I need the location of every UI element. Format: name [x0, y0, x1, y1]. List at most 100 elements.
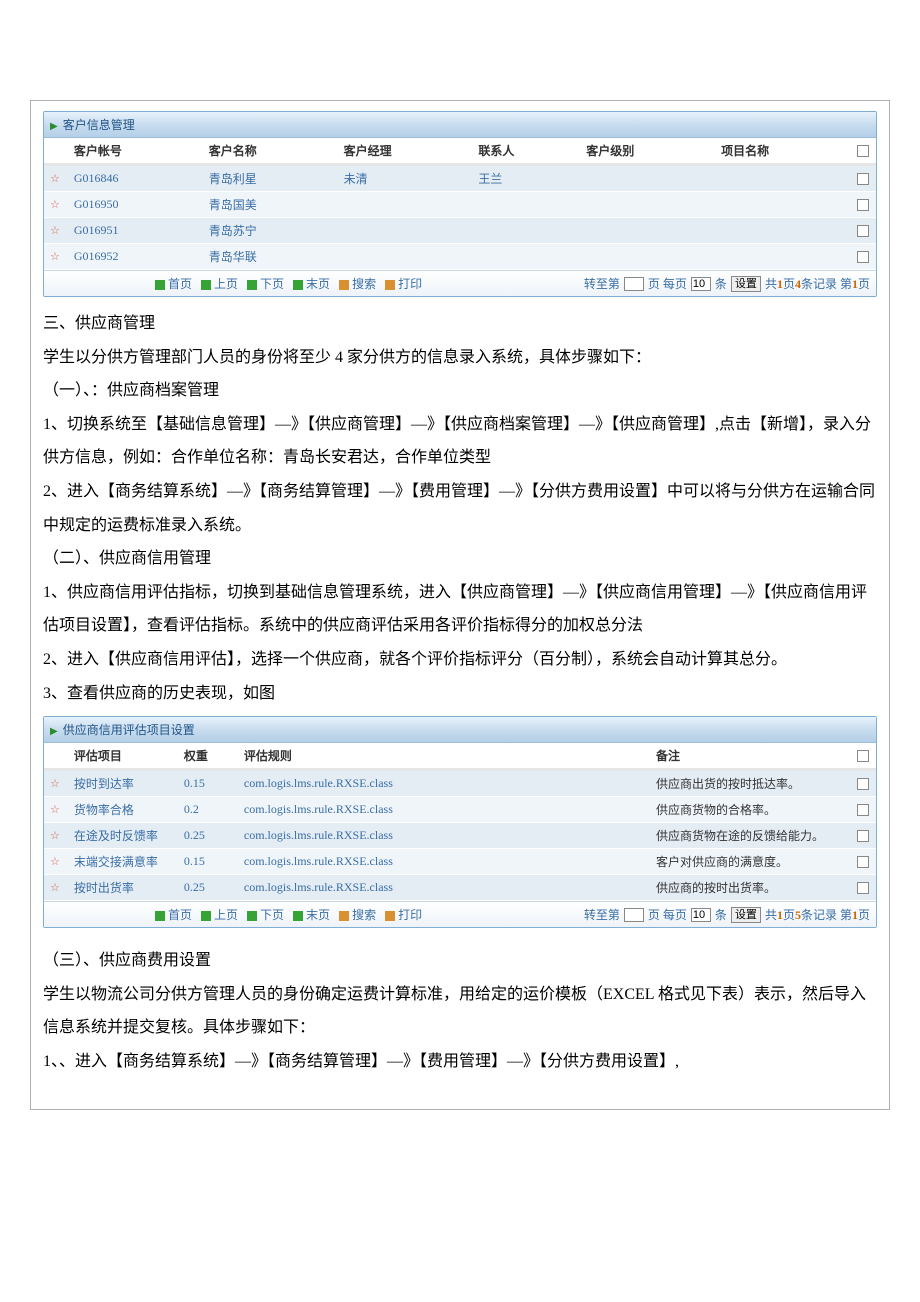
select-all-checkbox[interactable] — [857, 750, 869, 762]
search-icon — [339, 280, 349, 290]
last-icon — [293, 280, 303, 290]
customer-info-panel: ▶ 客户信息管理 客户帐号 客户名称 客户经理 联系人 客户级别 项目名称 ☆G… — [43, 111, 877, 297]
row-checkbox[interactable] — [857, 856, 869, 868]
panel-title: 供应商信用评估项目设置 — [63, 723, 195, 737]
table-row[interactable]: ☆G016951青岛苏宁 — [44, 218, 876, 244]
table-row[interactable]: ☆货物率合格0.2com.logis.lms.rule.RXSE.class供应… — [44, 797, 876, 823]
perpage-input[interactable] — [691, 908, 711, 922]
col-contact[interactable]: 联系人 — [472, 138, 580, 165]
row-checkbox[interactable] — [857, 830, 869, 842]
cell-contact — [472, 244, 580, 270]
cell-contact — [472, 218, 580, 244]
cell-weight: 0.15 — [178, 849, 238, 875]
supplier-panel-header: ▶ 供应商信用评估项目设置 — [44, 717, 876, 743]
print-icon — [385, 911, 395, 921]
col-weight[interactable]: 权重 — [178, 743, 238, 770]
row-checkbox[interactable] — [857, 225, 869, 237]
cell-mgr — [338, 218, 473, 244]
col-mgr[interactable]: 客户经理 — [338, 138, 473, 165]
row-checkbox[interactable] — [857, 778, 869, 790]
select-all-checkbox[interactable] — [857, 145, 869, 157]
settings-button[interactable]: 设置 — [731, 276, 761, 292]
cell-level — [580, 165, 715, 192]
row-checkbox[interactable] — [857, 199, 869, 211]
col-rule[interactable]: 评估规则 — [238, 743, 650, 770]
table-row[interactable]: ☆按时到达率0.15com.logis.lms.rule.RXSE.class供… — [44, 770, 876, 797]
row-checkbox[interactable] — [857, 882, 869, 894]
star-icon: ☆ — [50, 225, 60, 237]
prev-icon — [201, 280, 211, 290]
table-row[interactable]: ☆在途及时反馈率0.25com.logis.lms.rule.RXSE.clas… — [44, 823, 876, 849]
paragraph: 3、查看供应商的历史表现，如图 — [43, 677, 877, 711]
cell-acct: G016950 — [68, 192, 203, 218]
text-section-a: 三、供应商管理学生以分供方管理部门人员的身份将至少 4 家分供方的信息录入系统，… — [43, 307, 877, 710]
print-button[interactable]: 打印 — [398, 908, 422, 922]
row-checkbox[interactable] — [857, 173, 869, 185]
settings-button[interactable]: 设置 — [731, 907, 761, 923]
last-page-button[interactable]: 末页 — [306, 908, 330, 922]
expand-icon: ▶ — [50, 121, 58, 132]
cell-weight: 0.25 — [178, 823, 238, 849]
star-icon: ☆ — [50, 778, 60, 790]
paragraph: （三）、供应商费用设置 — [43, 944, 877, 978]
cell-item: 按时出货率 — [68, 875, 178, 901]
col-item[interactable]: 评估项目 — [68, 743, 178, 770]
col-note[interactable]: 备注 — [650, 743, 850, 770]
search-button[interactable]: 搜索 — [352, 908, 376, 922]
paragraph: 学生以分供方管理部门人员的身份将至少 4 家分供方的信息录入系统，具体步骤如下： — [43, 341, 877, 375]
cell-acct: G016846 — [68, 165, 203, 192]
page-frame: ▶ 客户信息管理 客户帐号 客户名称 客户经理 联系人 客户级别 项目名称 ☆G… — [30, 100, 890, 1110]
cell-weight: 0.25 — [178, 875, 238, 901]
page-label: 页 每页 — [648, 906, 687, 923]
goto-page-input[interactable] — [624, 277, 644, 291]
table-row[interactable]: ☆G016846青岛利星未清王兰 — [44, 165, 876, 192]
items-label: 条 — [715, 906, 727, 923]
star-icon: ☆ — [50, 173, 60, 185]
star-icon: ☆ — [50, 830, 60, 842]
supplier-eval-panel: ▶ 供应商信用评估项目设置 评估项目 权重 评估规则 备注 ☆按时到达率0.15… — [43, 716, 877, 928]
prev-page-button[interactable]: 上页 — [214, 908, 238, 922]
col-proj[interactable]: 项目名称 — [715, 138, 850, 165]
row-checkbox[interactable] — [857, 251, 869, 263]
paragraph: 1、切换系统至【基础信息管理】—》【供应商管理】—》【供应商档案管理】—》【供应… — [43, 408, 877, 475]
first-page-button[interactable]: 首页 — [168, 277, 192, 291]
table-row[interactable]: ☆G016952青岛华联 — [44, 244, 876, 270]
page-label: 页 每页 — [648, 275, 687, 292]
cell-proj — [715, 244, 850, 270]
table-row[interactable]: ☆末端交接满意率0.15com.logis.lms.rule.RXSE.clas… — [44, 849, 876, 875]
cell-note: 客户对供应商的满意度。 — [650, 849, 850, 875]
cell-level — [580, 192, 715, 218]
customer-panel-header: ▶ 客户信息管理 — [44, 112, 876, 138]
print-button[interactable]: 打印 — [398, 277, 422, 291]
goto-page-input[interactable] — [624, 908, 644, 922]
cell-note: 供应商货物的合格率。 — [650, 797, 850, 823]
last-page-button[interactable]: 末页 — [306, 277, 330, 291]
star-icon: ☆ — [50, 882, 60, 894]
col-name[interactable]: 客户名称 — [203, 138, 338, 165]
cell-item: 末端交接满意率 — [68, 849, 178, 875]
first-icon — [155, 280, 165, 290]
perpage-input[interactable] — [691, 277, 711, 291]
paragraph: （一）、：供应商档案管理 — [43, 374, 877, 408]
cell-contact: 王兰 — [472, 165, 580, 192]
col-acct[interactable]: 客户帐号 — [68, 138, 203, 165]
cell-contact — [472, 192, 580, 218]
prev-icon — [201, 911, 211, 921]
table-row[interactable]: ☆按时出货率0.25com.logis.lms.rule.RXSE.class供… — [44, 875, 876, 901]
next-page-button[interactable]: 下页 — [260, 908, 284, 922]
cell-name: 青岛苏宁 — [203, 218, 338, 244]
cell-proj — [715, 218, 850, 244]
search-icon — [339, 911, 349, 921]
items-label: 条 — [715, 275, 727, 292]
supplier-pager: 首页 上页 下页 末页 搜索 打印 转至第 页 每页 条 设置 共1页5条记录 … — [44, 901, 876, 927]
customer-table: 客户帐号 客户名称 客户经理 联系人 客户级别 项目名称 ☆G016846青岛利… — [44, 138, 876, 270]
next-page-button[interactable]: 下页 — [260, 277, 284, 291]
last-icon — [293, 911, 303, 921]
search-button[interactable]: 搜索 — [352, 277, 376, 291]
table-row[interactable]: ☆G016950青岛国美 — [44, 192, 876, 218]
col-level[interactable]: 客户级别 — [580, 138, 715, 165]
prev-page-button[interactable]: 上页 — [214, 277, 238, 291]
row-checkbox[interactable] — [857, 804, 869, 816]
paragraph: （二）、供应商信用管理 — [43, 542, 877, 576]
first-page-button[interactable]: 首页 — [168, 908, 192, 922]
